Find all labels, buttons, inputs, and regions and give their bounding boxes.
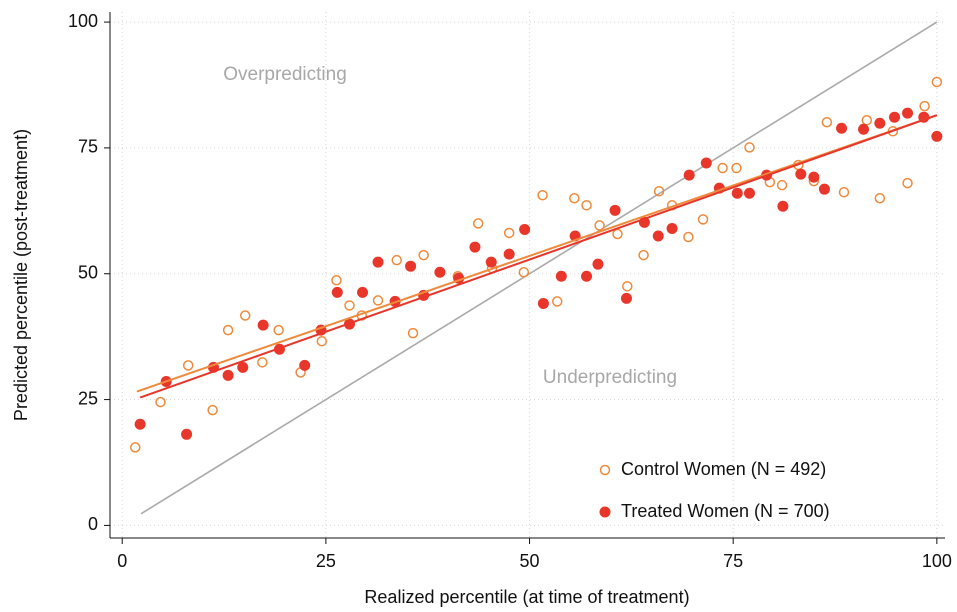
- point: [838, 186, 850, 198]
- point: [239, 310, 251, 321]
- annotation: Underpredicting: [543, 367, 677, 388]
- point: [130, 442, 141, 453]
- point: [731, 162, 742, 174]
- point: [331, 275, 342, 286]
- point: [858, 123, 870, 135]
- fit-line: [136, 114, 938, 393]
- point: [555, 270, 567, 282]
- point: [919, 100, 930, 112]
- point: [222, 369, 234, 381]
- point: [622, 281, 633, 292]
- point: [407, 327, 419, 339]
- point: [569, 192, 580, 204]
- point: [592, 258, 604, 270]
- point: [134, 418, 146, 430]
- point: [731, 187, 743, 199]
- point: [683, 231, 694, 243]
- point: [372, 295, 384, 306]
- point: [222, 324, 234, 336]
- point: [777, 200, 789, 212]
- point: [776, 179, 788, 191]
- point: [181, 428, 193, 440]
- point: [652, 230, 664, 242]
- point: [155, 396, 166, 408]
- x-tick-label: 75: [723, 551, 743, 571]
- point: [182, 360, 194, 371]
- point: [836, 122, 848, 134]
- point: [581, 200, 592, 211]
- point: [818, 183, 830, 195]
- point: [299, 359, 311, 371]
- point: [902, 107, 914, 119]
- point: [874, 192, 886, 204]
- point: [391, 254, 403, 266]
- point: [503, 248, 515, 260]
- point: [503, 227, 515, 239]
- legend-label: Control Women (N = 492): [621, 459, 826, 479]
- point: [257, 357, 268, 368]
- point: [594, 220, 605, 231]
- point: [405, 260, 417, 272]
- point: [620, 292, 632, 304]
- annotation: Overpredicting: [223, 64, 347, 85]
- point: [207, 404, 218, 416]
- point: [316, 335, 328, 347]
- point: [700, 157, 712, 169]
- point: [372, 256, 384, 268]
- legend-label: Treated Women (N = 700): [621, 501, 830, 521]
- point: [888, 111, 900, 123]
- point: [434, 266, 446, 278]
- point: [257, 319, 269, 331]
- point: [537, 297, 549, 309]
- point: [638, 249, 649, 261]
- point: [743, 187, 755, 199]
- point: [874, 117, 886, 129]
- y-tick-label: 25: [78, 388, 98, 408]
- point: [683, 169, 695, 181]
- point: [609, 204, 621, 216]
- x-tick-label: 100: [922, 551, 952, 571]
- point: [344, 300, 355, 311]
- x-tick-label: 50: [520, 551, 540, 571]
- x-tick-label: 0: [117, 551, 127, 571]
- legend-marker: [599, 464, 611, 476]
- point: [612, 228, 623, 240]
- fit-line: [139, 114, 938, 399]
- point: [581, 270, 593, 282]
- point: [717, 162, 728, 174]
- point: [472, 218, 484, 229]
- y-tick-label: 100: [68, 11, 98, 31]
- x-tick-label: 25: [316, 551, 336, 571]
- point: [653, 185, 665, 197]
- point: [273, 324, 284, 336]
- point: [821, 116, 833, 128]
- point: [418, 249, 429, 261]
- y-tick-label: 0: [88, 514, 98, 534]
- point: [485, 256, 497, 268]
- point: [537, 189, 548, 201]
- point: [931, 76, 943, 88]
- point: [861, 114, 873, 126]
- reference-line: [140, 21, 938, 515]
- point: [795, 168, 807, 180]
- point: [237, 361, 249, 373]
- point: [931, 130, 943, 142]
- y-tick-label: 50: [78, 262, 98, 282]
- point: [469, 241, 481, 253]
- y-tick-label: 75: [78, 137, 98, 157]
- point: [744, 142, 755, 153]
- x-axis-label: Realized percentile (at time of treatmen…: [364, 587, 689, 607]
- point: [519, 223, 531, 235]
- point: [666, 222, 678, 234]
- point: [697, 214, 709, 225]
- legend-marker: [599, 506, 611, 518]
- point: [902, 177, 913, 189]
- point: [518, 266, 530, 278]
- point: [357, 286, 369, 298]
- point: [551, 296, 563, 307]
- point: [331, 286, 343, 298]
- y-axis-label: Predicted percentile (post-treatment): [11, 129, 31, 421]
- point: [808, 171, 820, 183]
